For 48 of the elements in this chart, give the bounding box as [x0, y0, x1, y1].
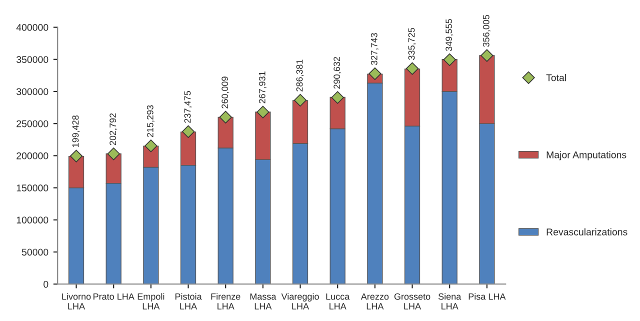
data-label: 199,428 — [72, 115, 80, 148]
x-tick-label: Lucca LHA — [326, 293, 350, 310]
point — [144, 140, 158, 152]
point — [480, 49, 494, 62]
point — [107, 148, 120, 160]
x-tick-label: Siena LHA — [438, 293, 462, 310]
point — [294, 94, 307, 107]
x-tick-label: Prato LHA — [94, 293, 134, 300]
data-label: 349,555 — [446, 19, 454, 51]
x-tick-label: Arezzo LHA — [360, 293, 389, 310]
point — [219, 110, 232, 124]
data-label: 335,725 — [408, 28, 416, 60]
x-tick-label: Pisa LHA — [468, 293, 506, 300]
data-label: 237,475 — [184, 91, 192, 123]
data-label: 260,009 — [222, 76, 230, 108]
x-tick-label: Grosseto LHA — [394, 293, 430, 310]
data-label: 356,005 — [482, 14, 490, 47]
x-tick-label: Pistoia LHA — [175, 293, 202, 310]
data-label: 215,293 — [146, 105, 154, 138]
data-label: 290,632 — [334, 56, 342, 89]
data-label: 286,381 — [296, 60, 304, 92]
y-tick-label: 250000 — [16, 120, 48, 128]
y-tick-label: 400000 — [16, 24, 48, 31]
data-label: 327,743 — [370, 33, 378, 65]
legend-label: Major Amputations — [546, 151, 626, 160]
y-tick-label: 100000 — [16, 216, 48, 224]
point — [256, 106, 270, 118]
legend-label: Total — [546, 74, 566, 82]
data-label: 267,931 — [258, 72, 266, 104]
point — [443, 53, 456, 66]
y-tick-label: 200000 — [16, 152, 48, 160]
legend-label: Revascularizations — [546, 228, 628, 236]
x-tick-label: Viareggio LHA — [281, 293, 319, 310]
y-tick-label: 0 — [44, 280, 48, 288]
point — [182, 125, 195, 138]
x-tick-label: Empoli LHA — [138, 293, 164, 310]
y-tick-label: 150000 — [16, 184, 48, 192]
point — [331, 91, 344, 104]
point — [406, 62, 419, 75]
y-tick-label: 350000 — [16, 56, 48, 64]
x-tick-label: Massa LHA — [250, 293, 276, 310]
y-tick-label: 300000 — [16, 88, 48, 96]
point — [368, 67, 382, 80]
y-tick-label: 50000 — [22, 248, 48, 256]
data-label: 202,792 — [110, 113, 118, 146]
x-tick-label: Livorno LHA — [62, 293, 91, 310]
point — [70, 150, 83, 162]
x-tick-label: Firenze LHA — [211, 293, 240, 310]
